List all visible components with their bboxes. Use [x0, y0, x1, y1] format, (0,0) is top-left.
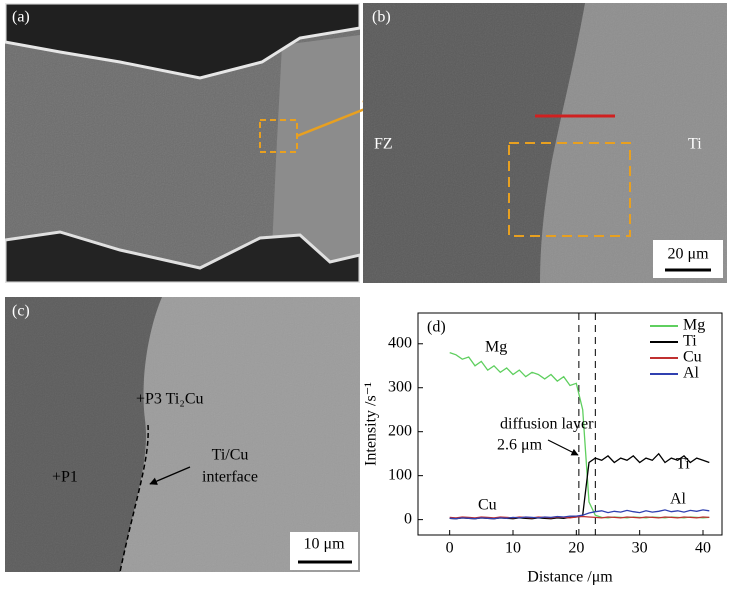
panel-label: (a)	[12, 9, 30, 26]
region-label: FZ	[374, 136, 393, 153]
interface-label: Ti/Cu	[212, 447, 249, 464]
panel-label: (c)	[12, 303, 30, 320]
interface-label: interface	[202, 469, 258, 486]
point-label: +P1	[52, 469, 78, 486]
x-tick-label: 30	[632, 540, 648, 557]
y-tick-label: 200	[388, 422, 412, 439]
annotation: diffusion layer	[500, 416, 594, 433]
legend-label: Ti	[683, 333, 697, 350]
legend-label: Al	[683, 365, 700, 382]
x-tick-label: 20	[568, 540, 584, 557]
annotation: Al	[670, 491, 687, 508]
x-tick-label: 0	[446, 540, 454, 557]
y-tick-label: 100	[388, 466, 412, 483]
annotation-arrow	[548, 440, 578, 455]
annotation: Cu	[478, 497, 497, 514]
figure: (a) (b) FZ Ti 20 μm (c) +P3 Ti₂Cu +P1 Ti…	[0, 0, 732, 590]
point-label: +P3 Ti₂Cu	[136, 391, 204, 408]
legend-label: Mg	[683, 317, 705, 334]
micrograph-a: (a)	[5, 3, 360, 283]
micrograph-b: (b) FZ Ti 20 μm	[363, 3, 727, 283]
scale-bar-label: 20 μm	[667, 246, 709, 263]
micrograph-c: (c) +P3 Ti₂Cu +P1 Ti/Cu interface 10 μm	[5, 297, 360, 572]
annotation: 2.6 μm	[497, 437, 543, 454]
annotation: Ti	[676, 456, 690, 473]
scale-bar-label: 10 μm	[303, 536, 345, 553]
legend-label: Cu	[683, 349, 702, 366]
annotation: Mg	[485, 339, 507, 356]
panel-label: (b)	[372, 9, 391, 26]
y-tick-label: 400	[388, 334, 412, 351]
x-tick-label: 40	[695, 540, 711, 557]
series-line	[450, 517, 710, 518]
y-tick-label: 0	[404, 510, 412, 527]
y-axis-label: Intensity /s⁻¹	[363, 382, 380, 466]
region-label: Ti	[688, 136, 702, 153]
y-tick-label: 300	[388, 378, 412, 395]
chart: (d) Distance /μm Intensity /s⁻¹ 0 10 20 30 4…	[363, 313, 722, 586]
x-tick-label: 10	[505, 540, 521, 557]
panel-label: (d)	[427, 319, 446, 336]
x-axis-label: Distance /μm	[527, 569, 613, 586]
